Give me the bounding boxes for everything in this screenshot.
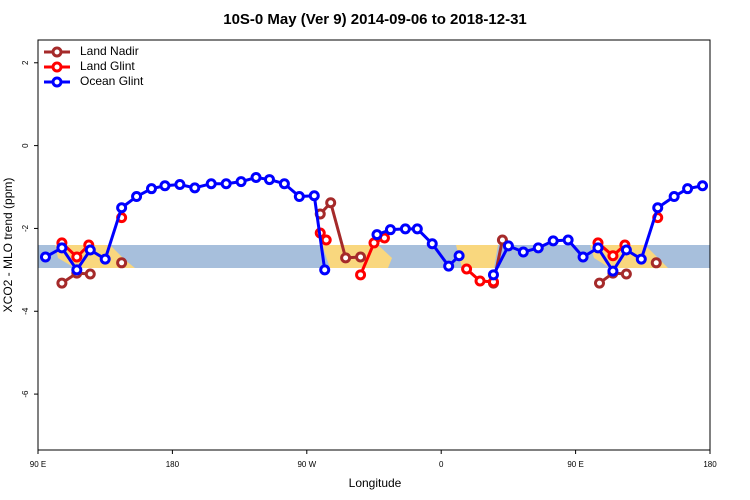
data-point <box>220 178 232 190</box>
y-tick-label: 2 <box>21 60 30 65</box>
data-point <box>607 250 619 262</box>
chart-title: 10S-0 May (Ver 9) 2014-09-06 to 2018-12-… <box>223 11 527 28</box>
data-point <box>84 244 96 256</box>
legend-label: Land Glint <box>80 59 135 73</box>
data-point <box>502 240 514 252</box>
data-point <box>411 223 423 235</box>
data-point <box>250 171 262 183</box>
data-point <box>293 191 305 203</box>
data-point <box>56 277 68 289</box>
data-point <box>371 229 383 241</box>
data-point <box>650 257 662 269</box>
legend-label: Ocean Glint <box>80 74 144 88</box>
x-tick-label: 180 <box>703 460 717 469</box>
data-point <box>116 202 128 214</box>
data-point <box>474 275 486 287</box>
y-axis-title: XCO2 - MLO trend (ppm) <box>1 178 15 313</box>
data-point <box>668 191 680 203</box>
data-point <box>593 277 605 289</box>
data-point <box>84 268 96 280</box>
y-tick-label: -2 <box>21 224 30 232</box>
data-point <box>635 253 647 265</box>
data-point <box>355 251 367 263</box>
data-point <box>682 183 694 195</box>
data-point <box>99 253 111 265</box>
data-point <box>205 178 217 190</box>
data-point <box>235 176 247 188</box>
legend-label: Land Nadir <box>80 44 139 58</box>
data-point <box>56 242 68 254</box>
data-point <box>71 251 83 263</box>
data-point <box>620 268 632 280</box>
data-point <box>652 202 664 214</box>
data-point <box>399 223 411 235</box>
data-point <box>71 264 83 276</box>
data-point <box>461 263 473 275</box>
x-tick-label: 90 W <box>297 460 316 469</box>
data-point <box>547 235 559 247</box>
data-point <box>453 250 465 262</box>
x-tick-label: 0 <box>439 460 444 469</box>
y-tick-label: -6 <box>21 390 30 398</box>
data-point <box>355 269 367 281</box>
data-point <box>532 242 544 254</box>
data-point <box>577 251 589 263</box>
data-point <box>263 174 275 186</box>
data-point <box>308 190 320 202</box>
plot-frame <box>37 39 711 451</box>
data-point <box>620 244 632 256</box>
data-point <box>562 234 574 246</box>
data-point <box>131 191 143 203</box>
data-point <box>145 183 157 195</box>
data-point <box>278 178 290 190</box>
data-point <box>174 179 186 191</box>
data-point <box>592 242 604 254</box>
y-tick-label: -4 <box>21 307 30 315</box>
x-axis-title: Longitude <box>349 476 402 490</box>
data-point <box>384 224 396 236</box>
series-line <box>319 201 361 260</box>
data-point <box>320 234 332 246</box>
data-point <box>340 252 352 264</box>
data-point <box>39 251 51 263</box>
data-point <box>426 238 438 250</box>
data-point <box>319 264 331 276</box>
data-point <box>325 197 337 209</box>
data-point <box>159 180 171 192</box>
data-point <box>487 269 499 281</box>
data-point <box>443 260 455 272</box>
data-point <box>517 246 529 258</box>
data-point <box>697 180 709 192</box>
x-tick-label: 180 <box>166 460 180 469</box>
x-tick-label: 90 E <box>30 460 46 469</box>
data-point <box>189 182 201 194</box>
data-point <box>607 265 619 277</box>
data-point <box>116 257 128 269</box>
legend-marker <box>51 61 63 73</box>
legend-marker <box>51 76 63 88</box>
legend-marker <box>51 46 63 58</box>
x-tick-label: 90 E <box>567 460 583 469</box>
y-tick-label: 0 <box>21 143 30 148</box>
